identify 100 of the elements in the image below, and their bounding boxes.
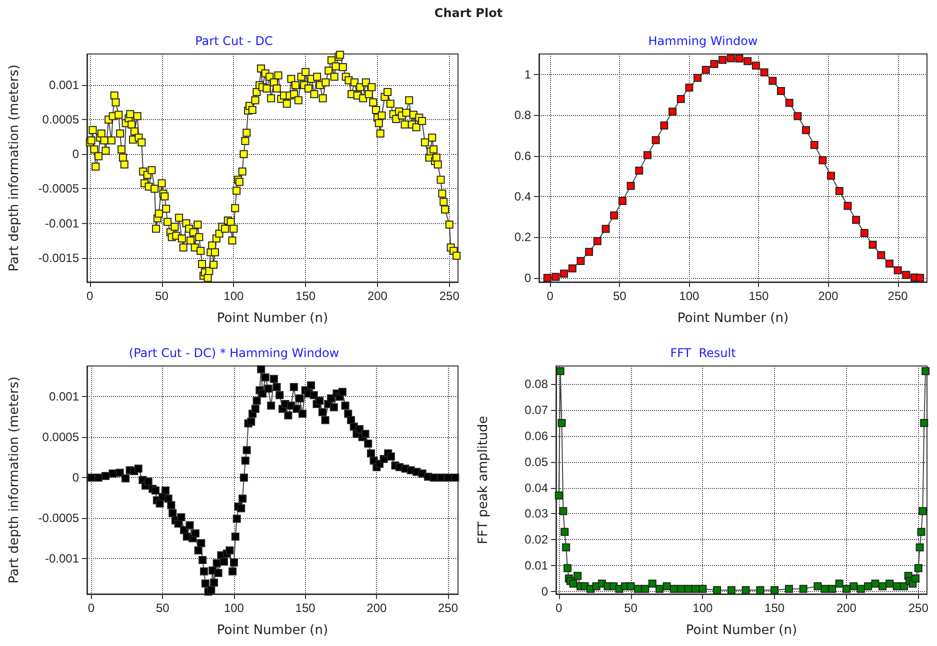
chart-title: Part Cut - DC xyxy=(195,34,273,48)
point xyxy=(835,187,844,196)
x-tick-label: 100 xyxy=(224,289,244,303)
point xyxy=(643,151,652,160)
point xyxy=(860,228,868,237)
point xyxy=(752,62,760,70)
point xyxy=(543,274,552,282)
y-tick-label: 0.08 xyxy=(524,377,548,392)
point xyxy=(818,156,827,164)
x-tick-label: 50 xyxy=(156,601,170,615)
point xyxy=(844,202,852,210)
point xyxy=(744,57,752,66)
y-tick-label: 0.01 xyxy=(524,558,548,572)
y-tick-label: 1 xyxy=(524,67,532,82)
x-tick-label: 0 xyxy=(86,289,94,303)
y-tick-label: 0.001 xyxy=(48,390,80,404)
x-tick-label: 0 xyxy=(88,601,95,615)
x-tick-label: 250 xyxy=(439,289,460,303)
point xyxy=(894,266,902,274)
y-tick-label: 0.0005 xyxy=(42,430,80,444)
y-tick-label: 0.04 xyxy=(524,480,548,495)
point xyxy=(802,126,810,134)
point xyxy=(593,237,602,246)
point xyxy=(552,272,560,281)
x-tick-label: 0 xyxy=(556,601,563,615)
y-tick-label: 0.2 xyxy=(514,230,532,244)
point xyxy=(585,248,594,256)
point xyxy=(852,216,860,224)
x-tick-label: 250 xyxy=(888,289,908,303)
x-tick-label: 50 xyxy=(624,601,638,615)
y-tick-label: -0.001 xyxy=(44,216,80,230)
chart-title: (Part Cut - DC) * Hamming Window xyxy=(128,346,340,360)
point xyxy=(760,68,768,76)
y-axis-title: Part depth information (meters) xyxy=(7,64,22,272)
x-tick-label: 50 xyxy=(612,289,627,303)
point xyxy=(668,108,677,116)
x-tick-label: 200 xyxy=(367,289,388,303)
x-tick-label: 50 xyxy=(155,289,169,303)
point xyxy=(810,140,818,149)
y-tick-label: 0.6 xyxy=(514,148,532,163)
x-axis-title: Point Number (n) xyxy=(686,623,798,638)
point xyxy=(560,270,568,278)
y-tick-label: -0.0005 xyxy=(38,511,80,525)
chart-title: Hamming Window xyxy=(648,34,758,48)
x-tick-label: 250 xyxy=(908,601,929,615)
x-tick-label: 150 xyxy=(748,289,770,303)
point xyxy=(735,54,744,62)
point xyxy=(576,257,585,266)
x-tick-label: 100 xyxy=(679,289,700,303)
y-axis-title: FFT peak amplitude xyxy=(476,416,491,544)
point xyxy=(610,211,618,220)
point xyxy=(652,136,660,144)
x-tick-label: 200 xyxy=(366,601,387,615)
point xyxy=(776,87,785,96)
point xyxy=(794,112,802,120)
x-tick-label: 100 xyxy=(692,601,714,615)
point xyxy=(868,240,877,249)
point xyxy=(635,166,644,175)
y-tick-label: 0 xyxy=(541,584,548,598)
y-tick-label: 0.03 xyxy=(524,506,548,521)
point xyxy=(568,264,576,272)
point xyxy=(726,54,735,62)
y-tick-label: 0.8 xyxy=(514,108,532,122)
point xyxy=(785,98,794,107)
point xyxy=(685,84,694,92)
chart-title: FFT Result xyxy=(670,346,736,360)
y-tick-label: -0.0005 xyxy=(38,182,80,196)
y-axis-title: Part depth information (meters) xyxy=(7,376,22,584)
y-tick-label: 0.05 xyxy=(524,454,548,469)
x-tick-label: 150 xyxy=(764,601,785,615)
y-tick-label: 0.4 xyxy=(514,190,532,204)
y-tick-label: 0 xyxy=(72,147,80,162)
point xyxy=(618,196,626,205)
x-axis-title: Point Number (n) xyxy=(677,311,789,326)
x-axis-title: Point Number (n) xyxy=(216,623,328,638)
y-tick-label: 0.001 xyxy=(48,78,80,92)
point xyxy=(877,251,886,260)
y-tick-label: 0 xyxy=(524,270,532,285)
x-axis-title: Point Number (n) xyxy=(216,311,328,326)
y-tick-label: 0 xyxy=(72,470,80,485)
x-tick-label: 250 xyxy=(438,601,458,615)
text: Chart Plot xyxy=(433,6,504,20)
y-tick-label: 0.0005 xyxy=(42,112,80,127)
point xyxy=(660,121,668,130)
point xyxy=(694,74,702,82)
point xyxy=(718,56,727,64)
point xyxy=(602,224,610,233)
point xyxy=(885,260,894,268)
point xyxy=(827,172,836,180)
point xyxy=(676,94,685,103)
x-tick-label: 100 xyxy=(224,601,244,615)
point xyxy=(626,182,635,190)
x-tick-label: 150 xyxy=(296,289,316,303)
y-tick-label: 0.07 xyxy=(524,403,548,418)
point xyxy=(768,76,777,85)
y-tick-label: -0.001 xyxy=(44,551,80,566)
y-tick-label: 0.06 xyxy=(524,428,548,443)
x-tick-label: 150 xyxy=(295,601,316,615)
point xyxy=(916,274,924,282)
point xyxy=(710,60,718,68)
